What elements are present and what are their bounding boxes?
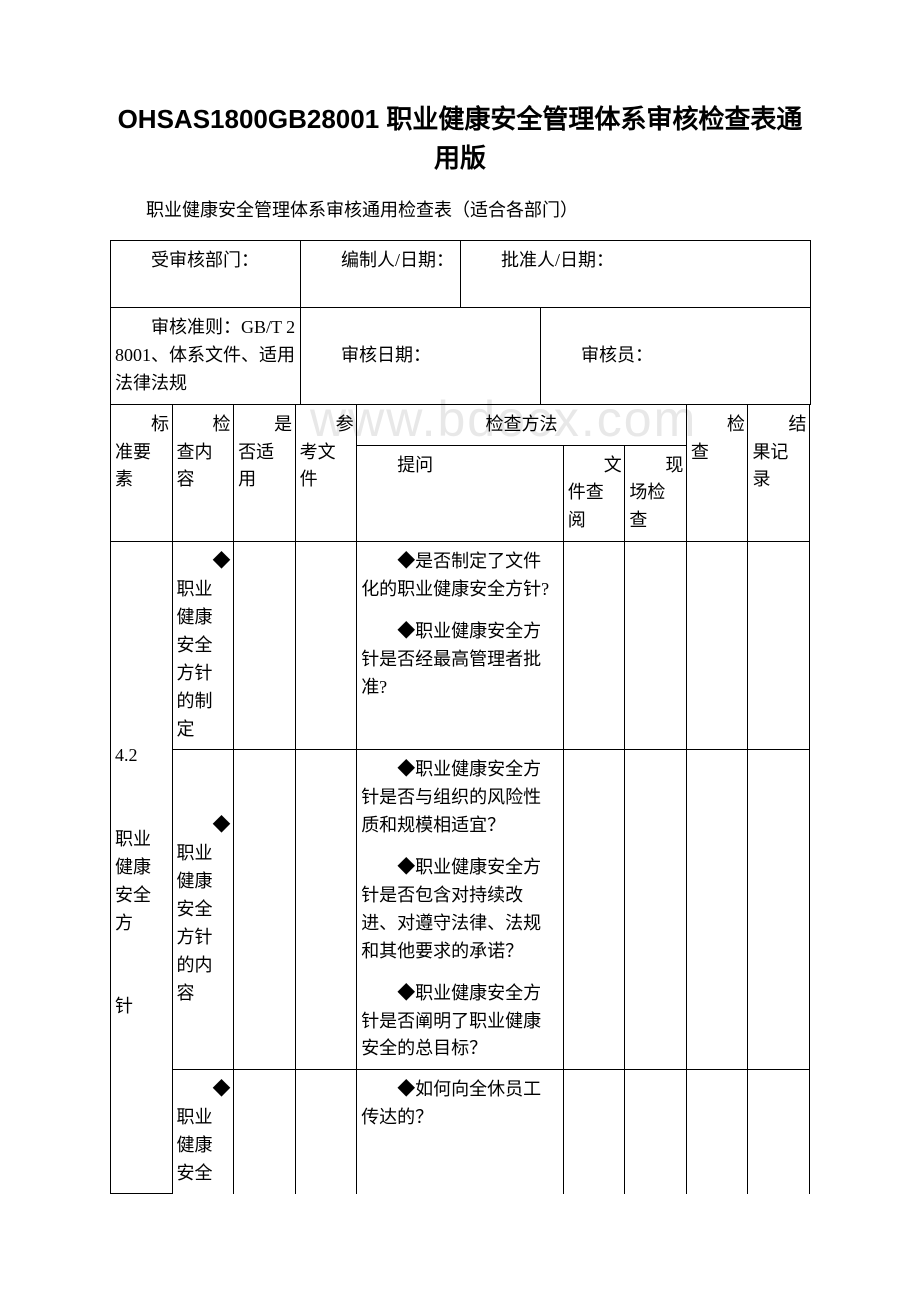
docreview-cell [563, 1070, 625, 1194]
document-subtitle: 职业健康安全管理体系审核通用检查表（适合各部门） [110, 196, 810, 222]
question-cell: ◆是否制定了文件化的职业健康安全方针? ◆职业健康安全方针是否经最高管理者批准? [357, 542, 564, 750]
approver-label: 批准人/日期： [465, 247, 806, 275]
col-sitecheck: 现场检查 [625, 445, 687, 542]
col-sitecheck-label: 现场检查 [629, 452, 682, 536]
approver-cell: 批准人/日期： [461, 241, 811, 308]
column-header-row-1: 标准要素 检查内容 是否适用 参考文件 检查方法 检查 结果记录 [111, 404, 810, 445]
main-table: 标准要素 检查内容 是否适用 参考文件 检查方法 检查 结果记录 提问 文件查阅… [110, 404, 810, 1195]
question-text: ◆职业健康安全方针是否经最高管理者批准? [361, 618, 559, 702]
element-cell: 4.2 职业健康安全方 针 [111, 542, 173, 1194]
question-text: ◆是否制定了文件化的职业健康安全方针? [361, 548, 559, 604]
document-page: OHSAS1800GB28001 职业健康安全管理体系审核检查表通用版 职业健康… [0, 0, 920, 1194]
reference-cell [295, 1070, 357, 1194]
sitecheck-cell [625, 750, 687, 1070]
content-text: ◆职业健康安全方针的制定 [177, 548, 230, 743]
col-applicable: 是否适用 [234, 404, 296, 542]
reference-cell [295, 542, 357, 750]
table-row: 4.2 职业健康安全方 针 ◆职业健康安全方针的制定 ◆是否制定了文件化的职业健… [111, 542, 810, 750]
col-docreview: 文件查阅 [563, 445, 625, 542]
compiler-label: 编制人/日期： [305, 247, 456, 275]
applicable-cell [234, 750, 296, 1070]
compiler-cell: 编制人/日期： [301, 241, 461, 308]
content-cell: ◆职业健康安全方针的制定 [172, 542, 234, 750]
criteria-label: 审核准则：GB/T 28001、体系文件、适用法律法规 [115, 314, 296, 398]
question-text: ◆如何向全休员工传达的？ [361, 1076, 559, 1132]
col-content: 检查内容 [172, 404, 234, 542]
col-docreview-label: 文件查阅 [568, 452, 621, 536]
criteria-cell: 审核准则：GB/T 28001、体系文件、适用法律法规 [111, 308, 301, 405]
audit-date-cell: 审核日期： [301, 308, 541, 405]
reference-cell [295, 750, 357, 1070]
auditor-cell: 审核员： [541, 308, 811, 405]
question-text: ◆职业健康安全方针是否阐明了职业健康安全的总目标？ [361, 980, 559, 1064]
auditor-label: 审核员： [545, 342, 806, 370]
table-row: ◆职业健康安全 ◆如何向全休员工传达的？ [111, 1070, 810, 1194]
sitecheck-cell [625, 542, 687, 750]
header-row-1: 受审核部门： 编制人/日期： 批准人/日期： [111, 241, 811, 308]
col-element: 标准要素 [111, 404, 173, 542]
sitecheck-cell [625, 1070, 687, 1194]
header-row-2: 审核准则：GB/T 28001、体系文件、适用法律法规 审核日期： 审核员： [111, 308, 811, 405]
content-text: ◆职业健康安全 [177, 1076, 230, 1188]
audited-dept-label: 受审核部门： [115, 247, 296, 275]
content-cell: ◆职业健康安全 [172, 1070, 234, 1194]
content-text: ◆职业健康安全方针的内容 [177, 812, 230, 1007]
document-title: OHSAS1800GB28001 职业健康安全管理体系审核检查表通用版 [110, 100, 810, 178]
col-result: 结果记录 [748, 404, 810, 542]
col-question-label: 提问 [361, 452, 559, 480]
check-cell [686, 750, 748, 1070]
col-content-label: 检查内容 [177, 411, 230, 495]
audited-dept-cell: 受审核部门： [111, 241, 301, 308]
col-check: 检查 [686, 404, 748, 542]
result-cell [748, 1070, 810, 1194]
question-cell: ◆职业健康安全方针是否与组织的风险性质和规模相适宜？ ◆职业健康安全方针是否包含… [357, 750, 564, 1070]
applicable-cell [234, 542, 296, 750]
check-cell [686, 1070, 748, 1194]
col-element-label: 标准要素 [115, 411, 168, 495]
table-container: www.bdocx.com 受审核部门： 编制人/日期： 批准人/日期： 审核准… [110, 240, 810, 1194]
col-question: 提问 [357, 445, 564, 542]
col-check-label: 检查 [691, 411, 744, 467]
element-text: 4.2 职业健康安全方 针 [115, 714, 168, 1021]
col-result-label: 结果记录 [752, 411, 805, 495]
docreview-cell [563, 542, 625, 750]
result-cell [748, 750, 810, 1070]
content-cell: ◆职业健康安全方针的内容 [172, 750, 234, 1070]
applicable-cell [234, 1070, 296, 1194]
docreview-cell [563, 750, 625, 1070]
audit-date-label: 审核日期： [305, 342, 536, 370]
header-table-2: 审核准则：GB/T 28001、体系文件、适用法律法规 审核日期： 审核员： [110, 307, 811, 405]
question-text: ◆职业健康安全方针是否包含对持续改进、对遵守法律、法规和其他要求的承诺？ [361, 854, 559, 966]
table-row: ◆职业健康安全方针的内容 ◆职业健康安全方针是否与组织的风险性质和规模相适宜？ … [111, 750, 810, 1070]
col-reference: 参考文件 [295, 404, 357, 542]
col-applicable-label: 是否适用 [238, 411, 291, 495]
result-cell [748, 542, 810, 750]
header-table: 受审核部门： 编制人/日期： 批准人/日期： [110, 240, 811, 308]
question-text: ◆职业健康安全方针是否与组织的风险性质和规模相适宜？ [361, 756, 559, 840]
col-reference-label: 参考文件 [300, 411, 353, 495]
col-method-group: 检查方法 [357, 404, 687, 445]
check-cell [686, 542, 748, 750]
question-cell: ◆如何向全休员工传达的？ [357, 1070, 564, 1194]
